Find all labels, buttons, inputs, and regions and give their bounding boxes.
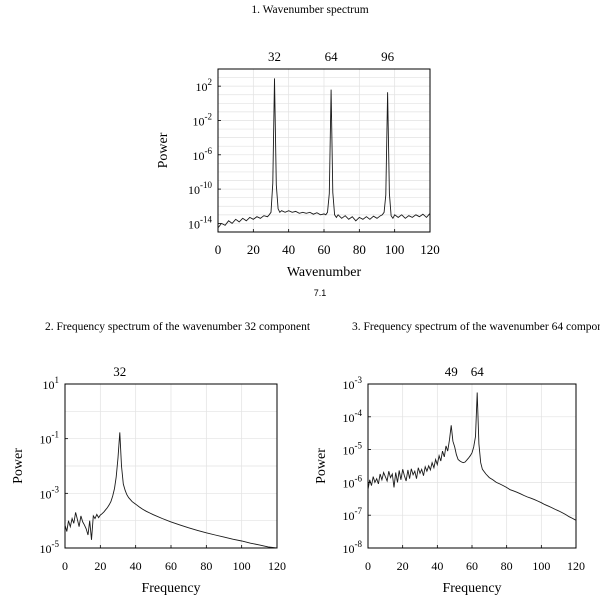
y-tick-label: 10-7 — [343, 506, 363, 523]
x-tick-label: 120 — [420, 242, 440, 257]
x-tick-label: 100 — [532, 559, 550, 573]
figure-caption: 7.1 — [313, 288, 327, 298]
y-tick-label: 10-3 — [40, 484, 60, 501]
spectrum-line — [64, 432, 278, 549]
x-tick-label: 120 — [268, 559, 286, 573]
chart2-title: 2. Frequency spectrum of the wavenumber … — [45, 321, 311, 333]
spectrum-line — [367, 392, 577, 521]
y-tick-label: 10-3 — [343, 375, 363, 392]
x-tick-label: 0 — [215, 242, 222, 257]
x-tick-label: 40 — [431, 559, 443, 573]
y-tick-label: 10-6 — [193, 146, 213, 163]
y-tick-label: 10-14 — [188, 214, 212, 231]
chart3-title: 3. Frequency spectrum of the wavenumber … — [352, 321, 600, 333]
y-tick-label: 102 — [196, 77, 213, 94]
y-tick-label: 10-10 — [188, 180, 212, 197]
x-tick-label: 60 — [466, 559, 478, 573]
x-tick-label: 80 — [353, 242, 366, 257]
y-tick-label: 10-8 — [343, 539, 363, 556]
x-tick-label: 0 — [62, 559, 68, 573]
x-axis-label: Frequency — [141, 581, 200, 596]
peak-label: 32 — [268, 49, 281, 64]
x-tick-label: 60 — [165, 559, 177, 573]
x-tick-label: 100 — [385, 242, 405, 257]
x-tick-label: 0 — [365, 559, 371, 573]
y-tick-label: 10-2 — [193, 111, 213, 128]
grid — [218, 69, 430, 232]
grid — [65, 384, 277, 548]
peak-label: 32 — [113, 364, 126, 379]
chart1-title: 1. Wavenumber spectrum — [251, 4, 369, 16]
spectrum-line — [217, 78, 431, 229]
peak-label: 49 — [445, 364, 458, 379]
x-tick-label: 20 — [247, 242, 260, 257]
x-tick-label: 20 — [397, 559, 409, 573]
x-tick-label: 40 — [130, 559, 142, 573]
x-tick-label: 80 — [200, 559, 212, 573]
y-tick-label: 10-6 — [343, 473, 363, 490]
x-axis-label: Frequency — [442, 581, 501, 596]
x-tick-label: 60 — [318, 242, 331, 257]
y-tick-label: 10-1 — [40, 430, 60, 447]
x-tick-label: 80 — [501, 559, 513, 573]
y-axis-label: Power — [314, 448, 329, 484]
peak-label: 64 — [325, 49, 339, 64]
grid — [368, 384, 576, 548]
x-tick-label: 20 — [94, 559, 106, 573]
x-tick-label: 120 — [567, 559, 585, 573]
y-tick-label: 101 — [43, 375, 60, 392]
y-axis-label: Power — [156, 132, 171, 168]
peak-label: 96 — [381, 49, 395, 64]
x-axis-label: Wavenumber — [287, 265, 362, 280]
x-tick-label: 100 — [233, 559, 251, 573]
y-axis-label: Power — [11, 448, 26, 484]
peak-label: 64 — [471, 364, 485, 379]
y-tick-label: 10-4 — [343, 408, 363, 425]
y-tick-label: 10-5 — [40, 539, 60, 556]
y-tick-label: 10-5 — [343, 441, 363, 458]
x-tick-label: 40 — [282, 242, 295, 257]
